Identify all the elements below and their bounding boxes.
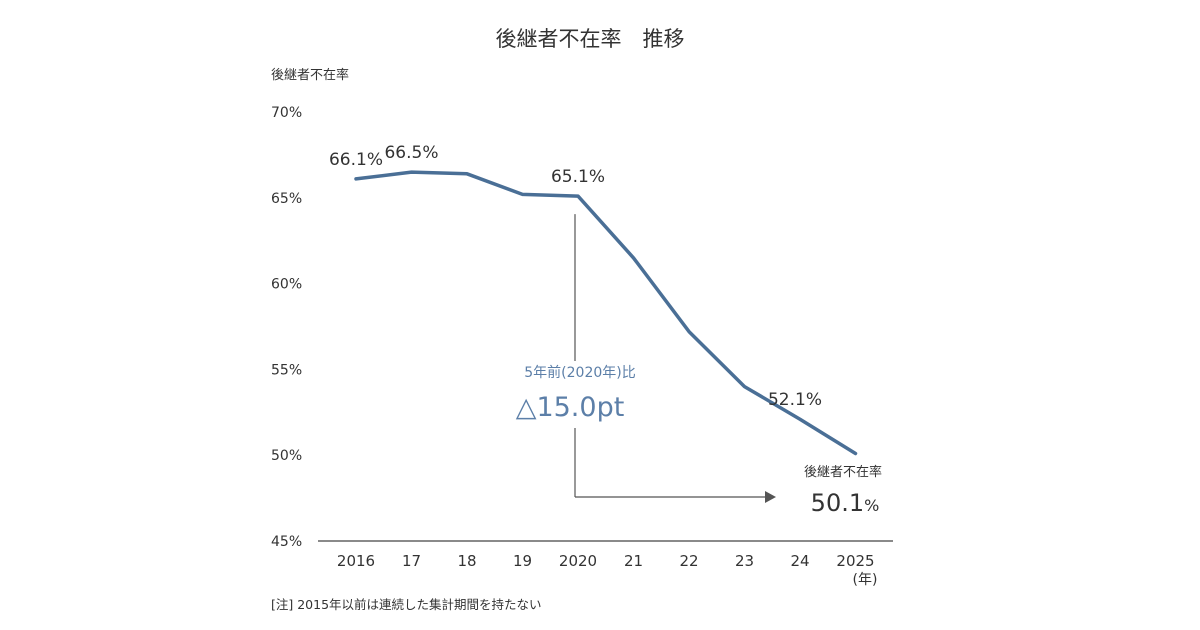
final-value-label: 後継者不在率	[804, 464, 882, 480]
y-tick-label: 45%	[271, 534, 302, 550]
y-tick-label: 60%	[271, 277, 302, 293]
x-tick-label: 2025	[836, 552, 874, 570]
final-value-number: 50.1	[811, 489, 864, 517]
x-tick-label: 24	[790, 552, 809, 570]
x-tick-label: 21	[624, 552, 643, 570]
data-labels: 66.1% 66.5% 65.1% 52.1%	[329, 143, 822, 410]
x-tick-label: 2016	[337, 552, 375, 570]
x-tick-label: 17	[402, 552, 421, 570]
comparison-label: 5年前(2020年)比	[524, 364, 635, 381]
data-label: 66.1%	[329, 150, 383, 170]
x-tick-label: 2020	[559, 552, 597, 570]
data-label: 52.1%	[768, 390, 822, 410]
final-value: 50.1%	[811, 489, 880, 517]
delta-value: △15.0pt	[516, 392, 625, 423]
data-label: 66.5%	[384, 143, 438, 163]
series-line	[354, 170, 858, 456]
y-tick-label: 50%	[271, 448, 302, 464]
x-tick-labels: 2016 17 18 19 2020 21 22 23 24 2025	[337, 552, 875, 570]
chart-title: 後継者不在率 推移	[496, 27, 685, 51]
y-tick-label: 65%	[271, 191, 302, 207]
data-label: 65.1%	[551, 167, 605, 187]
arrow-head	[765, 491, 776, 503]
footnote: [注] 2015年以前は連続した集計期間を持たない	[271, 597, 542, 612]
x-tick-label: 18	[457, 552, 476, 570]
y-tick-labels: 70% 65% 60% 55% 50% 45%	[271, 105, 302, 550]
comparison-arrow	[574, 214, 776, 503]
x-unit-label: (年)	[853, 572, 878, 588]
y-tick-label: 70%	[271, 105, 302, 121]
x-tick-label: 22	[679, 552, 698, 570]
y-axis-label: 後継者不在率	[271, 67, 349, 83]
y-tick-label: 55%	[271, 362, 302, 378]
x-tick-label: 19	[513, 552, 532, 570]
final-value-unit: %	[864, 496, 879, 515]
x-tick-label: 23	[735, 552, 754, 570]
